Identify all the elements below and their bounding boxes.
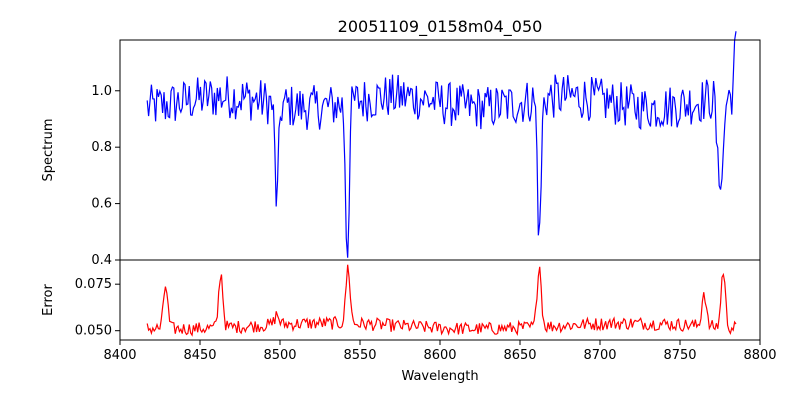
spectrum-line (146, 31, 737, 258)
y-tick-label: 0.075 (75, 277, 112, 292)
y-tick-label: 1.0 (91, 84, 112, 99)
spectrum-series (146, 31, 737, 258)
y-tick-label: 0.4 (91, 253, 112, 268)
x-tick-label: 8550 (343, 348, 376, 363)
x-tick-label: 8750 (663, 348, 696, 363)
y-tick-label: 0.050 (75, 324, 112, 339)
y-tick-label: 0.8 (91, 140, 112, 155)
error-y-axis-label: Error (41, 284, 56, 316)
x-tick-label: 8500 (263, 348, 296, 363)
x-tick-label: 8800 (743, 348, 776, 363)
chart-title: 20051109_0158m04_050 (338, 17, 543, 37)
x-tick-label: 8400 (103, 348, 136, 363)
x-axis-ticks: 8400 8450 8500 8550 8600 8650 8700 8750 8800 (103, 340, 777, 363)
error-line (146, 264, 737, 337)
error-series (146, 264, 737, 337)
x-tick-label: 8450 (183, 348, 216, 363)
x-axis-label: Wavelength (401, 369, 478, 384)
spectrum-y-axis-label: Spectrum (41, 119, 56, 182)
x-tick-label: 8650 (503, 348, 536, 363)
error-panel: 0.050 0.075 Error (41, 259, 761, 341)
spectrum-y-ticks: 0.4 0.6 0.8 1.0 (91, 84, 120, 268)
y-tick-label: 0.6 (91, 197, 112, 212)
error-y-ticks: 0.050 0.075 (75, 277, 120, 339)
x-tick-label: 8700 (583, 348, 616, 363)
spectrum-panel: 0.4 0.6 0.8 1.0 Spectrum (41, 31, 761, 268)
x-tick-label: 8600 (423, 348, 456, 363)
